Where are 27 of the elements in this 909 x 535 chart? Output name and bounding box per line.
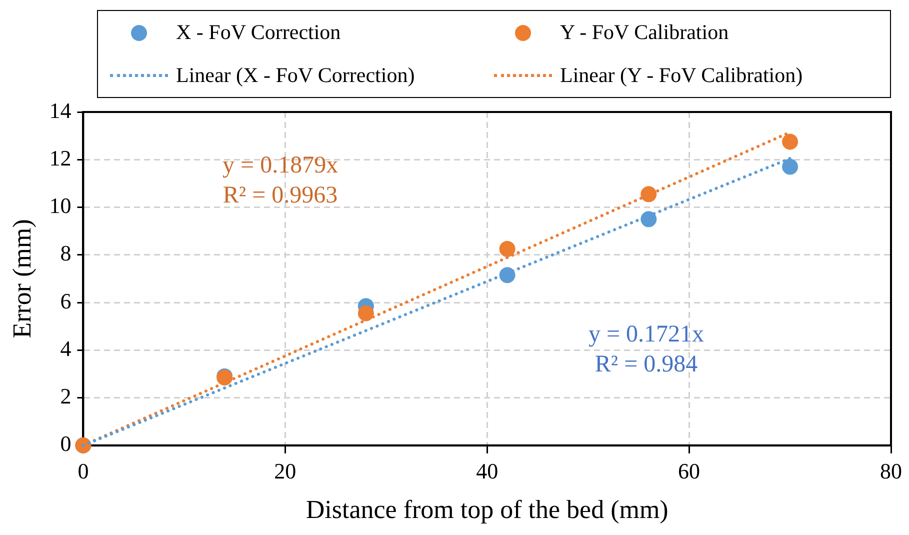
legend-label: Linear (X - FoV Correction) [176,63,415,88]
y-axis-title: Error (mm) [7,219,36,338]
y-tick-label: 4 [60,336,72,361]
y-tick-label: 0 [60,431,72,456]
x-tick-label: 20 [274,458,296,484]
x-tick-label: 40 [476,458,498,484]
x-tick-label: 60 [678,458,700,484]
annotation: y = 0.1879x R² = 0.9963 [222,152,338,209]
annotation: y = 0.1721x R² = 0.984 [588,322,704,378]
y-tick-label: 10 [49,193,72,218]
point [782,158,798,175]
y-tick-label: 14 [49,98,72,123]
point [782,134,798,150]
point [640,186,657,202]
y-tick-label: 2 [60,384,72,409]
x-axis-title: Distance from top of the bed (mm) [306,495,668,524]
y-tick-label: 12 [49,145,72,170]
legend-label: Linear (Y - FoV Calibration) [560,63,803,88]
y-tick-label: 8 [60,240,72,266]
x-tick-label: 80 [880,458,902,484]
x-tick-label: 0 [78,458,89,484]
point [358,305,374,322]
y-tick-label: 6 [60,288,72,314]
legend-label: X - FoV Correction [176,20,341,45]
point [499,240,516,257]
legend-label: Y - FoV Calibration [560,20,729,45]
point [640,211,657,228]
